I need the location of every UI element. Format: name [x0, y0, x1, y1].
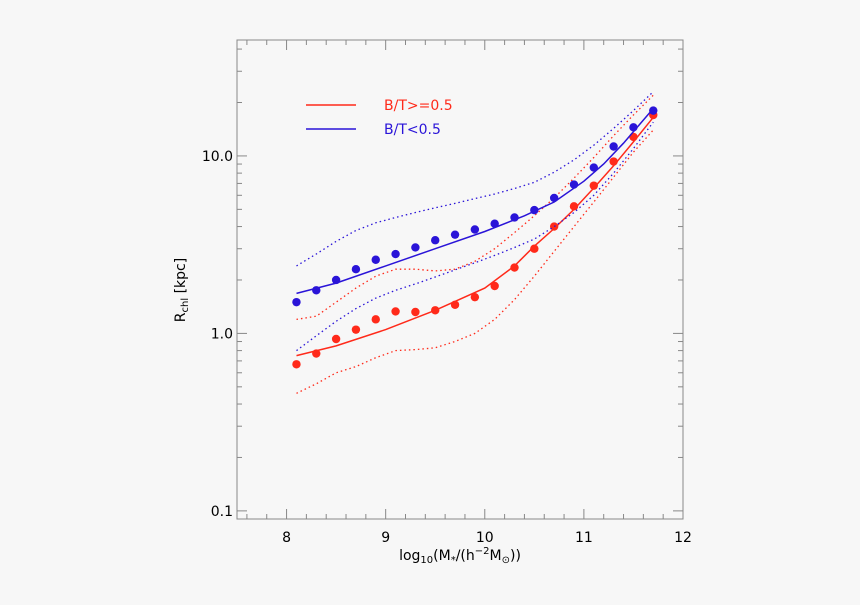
data-point	[530, 205, 539, 215]
x-tick-label: 12	[674, 530, 692, 546]
series-disk	[292, 91, 658, 352]
data-point	[331, 334, 341, 344]
x-tick-label: 11	[575, 530, 593, 546]
lower-percentile-line	[296, 121, 654, 352]
data-point	[450, 230, 460, 239]
y-tick-label: 1.0	[211, 326, 233, 342]
data-point	[450, 300, 460, 309]
legend-label: B/T<0.5	[384, 122, 441, 138]
data-point	[530, 244, 539, 253]
data-point	[629, 123, 638, 132]
upper-percentile-line	[296, 94, 654, 321]
data-point	[312, 286, 321, 295]
data-point	[331, 275, 341, 285]
x-tick-label: 8	[282, 530, 291, 546]
data-point	[569, 180, 579, 189]
tick-labels: 8 9 10 11 12 0.1 1.0 10.0	[202, 149, 692, 546]
legend-label: B/T>=0.5	[384, 98, 453, 114]
data-point	[589, 163, 598, 172]
x-tick-label: 10	[476, 530, 494, 546]
data-point	[589, 181, 598, 190]
data-point	[549, 193, 559, 203]
data-point	[371, 315, 380, 324]
median-line	[296, 108, 654, 295]
y-axis-label: Rchl [kpc]	[173, 258, 191, 322]
data-point	[549, 222, 559, 231]
data-point	[351, 265, 361, 274]
legend: B/T>=0.5 B/T<0.5	[306, 98, 453, 138]
data-point	[510, 263, 519, 272]
data-point	[609, 142, 618, 151]
data-point	[431, 306, 440, 315]
data-point	[431, 236, 440, 245]
data-point	[609, 157, 618, 166]
data-point	[649, 106, 658, 115]
lower-percentile-line	[296, 129, 654, 394]
data-point	[411, 307, 420, 317]
data-point	[391, 307, 400, 316]
data-point	[470, 225, 480, 234]
data-point	[470, 292, 480, 302]
x-axis-label: log10(M*/(h−2M⊙))	[399, 546, 521, 566]
x-tick-label: 9	[381, 530, 390, 546]
data-point	[569, 202, 579, 211]
data-point	[391, 249, 400, 259]
data-point	[490, 219, 499, 228]
tick-marks	[237, 40, 684, 520]
data-point	[312, 349, 321, 358]
y-tick-label: 0.1	[211, 504, 233, 520]
data-point	[411, 243, 420, 252]
data-point	[490, 281, 499, 291]
series-bulge	[292, 94, 658, 394]
data-point	[371, 255, 380, 264]
plot-frame	[236, 39, 684, 520]
data-point	[292, 297, 301, 307]
series-layer	[292, 91, 658, 394]
upper-percentile-line	[296, 91, 654, 267]
data-point	[510, 213, 519, 222]
data-point	[351, 325, 361, 334]
data-point	[292, 360, 301, 369]
y-tick-label: 10.0	[202, 149, 233, 165]
median-line	[296, 116, 654, 357]
